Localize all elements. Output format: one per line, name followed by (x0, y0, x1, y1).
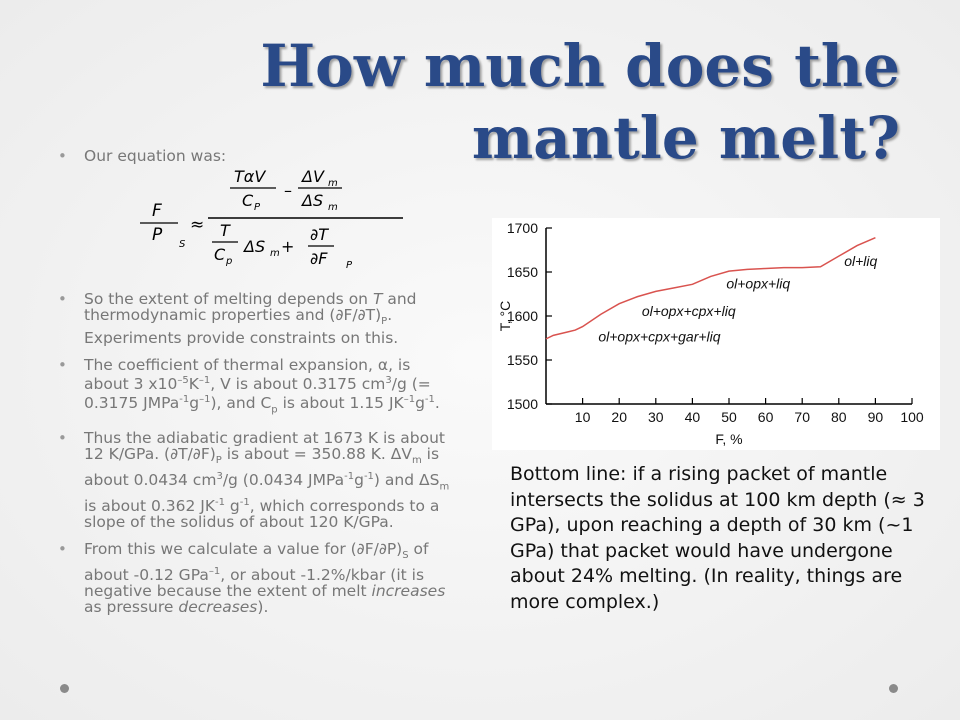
phase-label-1: ol+opx+liq (726, 276, 790, 292)
bullet-thermal-expansion: The coefficient of thermal expansion, α,… (58, 357, 458, 418)
eq-minus: – (284, 181, 292, 200)
eq-tav: TαV (234, 168, 266, 186)
bullet-dot-left (60, 684, 69, 693)
melting-chart: 1500 1550 1600 1650 1700 10 20 30 40 50 60 70 80 90 10… (492, 218, 940, 450)
eq-cp: C (242, 191, 254, 210)
solidus-curve-0 (545, 236, 876, 340)
eq-dsm-top: ΔS (300, 191, 323, 210)
y-tick-label-1650: 1650 (507, 264, 538, 280)
x-tick-label-90: 90 (868, 409, 884, 425)
eq-cp-low-sub: p (225, 256, 232, 267)
y-tick-label-1600: 1600 (507, 308, 538, 324)
y-tick-label-1550: 1550 (507, 352, 538, 368)
x-tick-label-70: 70 (794, 409, 810, 425)
eq-dF: ∂F (310, 249, 328, 268)
eq-dsm-low: ΔS (242, 237, 265, 256)
x-tick-label-100: 100 (900, 409, 924, 425)
bullet-adiabatic-gradient: Thus the adiabatic gradient at 1673 K is… (58, 430, 458, 531)
phase-label-0: ol+liq (844, 253, 877, 269)
eq-T: T (220, 221, 231, 240)
slide-title: How much does the mantle melt? (260, 32, 900, 172)
x-tick-label-60: 60 (758, 409, 774, 425)
eq-cp-low: C (214, 245, 226, 264)
y-axis-label: T, °C (497, 301, 513, 332)
eq-dvm: ΔV (300, 168, 325, 186)
bullet-dot-right (889, 684, 898, 693)
x-tick-label-20: 20 (611, 409, 627, 425)
melting-equation: F P S ≈ TαV C P – ΔV m ΔS m T C p ΔS m +… (140, 167, 403, 271)
eq-F: F (152, 201, 162, 221)
eq-sub-P: P (346, 260, 353, 271)
phase-label-2: ol+opx+cpx+liq (642, 303, 736, 319)
phase-label-3: ol+opx+cpx+gar+liq (598, 329, 720, 345)
eq-cp-sub: P (254, 202, 261, 213)
eq-plus: + (281, 237, 294, 256)
eq-dsm-top-sub: m (328, 202, 338, 213)
bullet-calculation: From this we calculate a value for (∂F/∂… (58, 541, 458, 615)
eq-P: P (152, 225, 163, 245)
x-tick-label-40: 40 (685, 409, 701, 425)
x-tick-label-10: 10 (575, 409, 591, 425)
eq-dsm-low-sub: m (270, 248, 280, 259)
chart-svg: 1500 1550 1600 1650 1700 10 20 30 40 50 60 70 80 90 10… (497, 220, 924, 447)
y-tick-label-1700: 1700 (507, 220, 538, 236)
x-tick-label-50: 50 (721, 409, 737, 425)
x-tick-label-80: 80 (831, 409, 847, 425)
bullet-equation-intro: Our equation was: (58, 148, 458, 164)
eq-approx: ≈ (190, 215, 204, 235)
bullet-list: Our equation was: F P S ≈ TαV C P – ΔV m… (58, 148, 458, 626)
x-tick-label-30: 30 (648, 409, 664, 425)
eq-dT: ∂T (310, 225, 329, 244)
y-tick-label-1500: 1500 (507, 396, 538, 412)
eq-dvm-sub: m (328, 178, 338, 189)
bottom-line-text: Bottom line: if a rising packet of mantl… (510, 463, 925, 613)
eq-sub-S: S (179, 239, 186, 250)
x-axis-label: F, % (715, 431, 742, 447)
bullet-extent-of-melting: So the extent of melting depends on T an… (58, 291, 458, 346)
